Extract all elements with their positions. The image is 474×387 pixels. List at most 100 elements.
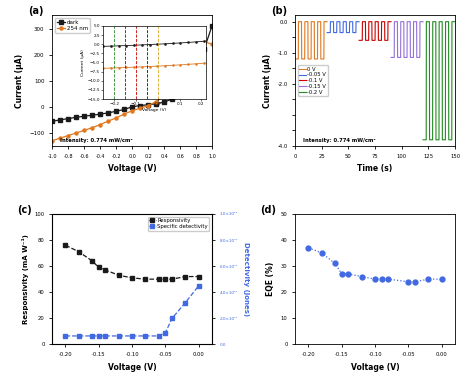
Line: 0 V: 0 V xyxy=(295,22,327,59)
Legend: Responsivity, Specific detectivity: Responsivity, Specific detectivity xyxy=(148,217,210,231)
254 nm xyxy=(129,108,135,113)
Responsivity xyxy=(156,277,162,281)
254 nm xyxy=(153,99,159,104)
dark xyxy=(177,90,183,95)
254 nm xyxy=(89,125,95,130)
254 nm xyxy=(145,103,151,108)
-0.15 V xyxy=(394,19,400,24)
-0.1 V xyxy=(375,19,381,24)
-0.15 V xyxy=(392,19,397,24)
dark xyxy=(209,24,215,28)
0 V xyxy=(324,19,330,24)
Line: -0.1 V: -0.1 V xyxy=(359,22,391,40)
254 nm xyxy=(113,115,119,120)
X-axis label: Time (s): Time (s) xyxy=(357,164,393,173)
Legend: dark, 254 nm: dark, 254 nm xyxy=(55,18,90,33)
Text: (b): (b) xyxy=(271,6,287,16)
-0.05 V xyxy=(328,19,333,24)
Specific detectivity xyxy=(169,316,175,321)
254 nm xyxy=(81,128,87,133)
-0.2 V xyxy=(439,19,445,24)
dark xyxy=(193,65,199,70)
Responsivity xyxy=(196,274,201,279)
0 V xyxy=(317,19,322,24)
dark xyxy=(129,104,135,109)
dark xyxy=(97,112,103,116)
dark xyxy=(89,113,95,118)
Line: Specific detectivity: Specific detectivity xyxy=(64,284,201,338)
Line: -0.15 V: -0.15 V xyxy=(391,22,423,57)
dark xyxy=(201,47,207,52)
Responsivity xyxy=(169,277,175,281)
Responsivity xyxy=(116,273,122,277)
Legend: 0 V, -0.05 V, -0.1 V, -0.15 V, -0.2 V: 0 V, -0.05 V, -0.1 V, -0.15 V, -0.2 V xyxy=(298,65,328,96)
-0.1 V xyxy=(365,38,370,43)
254 nm xyxy=(121,112,127,116)
Line: Responsivity: Responsivity xyxy=(64,243,201,281)
254 nm xyxy=(169,87,175,92)
254 nm xyxy=(161,94,167,99)
Line: dark: dark xyxy=(51,24,214,123)
X-axis label: Voltage (V): Voltage (V) xyxy=(108,164,156,173)
-0.05 V xyxy=(324,30,330,35)
dark xyxy=(153,101,159,106)
Responsivity xyxy=(102,268,108,272)
Y-axis label: Current (μA): Current (μA) xyxy=(263,54,272,108)
Specific detectivity xyxy=(96,334,101,338)
-0.05 V xyxy=(356,19,362,24)
Responsivity xyxy=(89,259,95,263)
254 nm xyxy=(201,39,207,44)
-0.15 V xyxy=(403,55,409,60)
Specific detectivity xyxy=(116,334,122,338)
dark xyxy=(49,119,55,123)
Responsivity xyxy=(182,274,188,279)
dark xyxy=(113,109,119,114)
Text: Intensity: 0.774 mW/cm²: Intensity: 0.774 mW/cm² xyxy=(303,138,376,143)
Specific detectivity xyxy=(182,300,188,305)
Text: Intensity: 0.774 mW/cm²: Intensity: 0.774 mW/cm² xyxy=(60,138,133,143)
X-axis label: Voltage (V): Voltage (V) xyxy=(351,363,400,372)
254 nm xyxy=(57,136,63,140)
dark xyxy=(185,81,191,86)
254 nm xyxy=(73,131,79,135)
dark xyxy=(73,115,79,120)
-0.15 V xyxy=(388,55,394,60)
dark xyxy=(145,103,151,107)
-0.2 V xyxy=(444,19,450,24)
-0.1 V xyxy=(380,19,386,24)
Specific detectivity xyxy=(163,330,168,335)
0 V xyxy=(295,19,301,24)
0 V xyxy=(292,57,298,61)
dark xyxy=(65,116,71,121)
-0.1 V xyxy=(371,38,376,43)
-0.05 V xyxy=(333,30,338,35)
Line: -0.2 V: -0.2 V xyxy=(423,22,455,140)
Specific detectivity xyxy=(89,334,95,338)
Responsivity xyxy=(63,243,68,248)
-0.15 V xyxy=(407,19,413,24)
dark xyxy=(161,100,167,104)
254 nm xyxy=(177,79,183,83)
dark xyxy=(81,114,87,118)
-0.2 V xyxy=(442,137,447,142)
Text: (c): (c) xyxy=(17,205,32,214)
dark xyxy=(105,111,111,115)
Text: (d): (d) xyxy=(260,205,276,214)
Responsivity xyxy=(129,276,135,280)
Y-axis label: EQE (%): EQE (%) xyxy=(266,262,275,296)
0 V xyxy=(301,57,306,61)
Specific detectivity xyxy=(156,334,162,338)
0 V xyxy=(298,19,304,24)
Specific detectivity xyxy=(196,283,201,288)
0 V xyxy=(307,57,312,61)
-0.05 V xyxy=(343,19,349,24)
Specific detectivity xyxy=(102,334,108,338)
Responsivity xyxy=(76,250,82,254)
-0.15 V xyxy=(410,55,415,60)
Y-axis label: Detectivity (Jones): Detectivity (Jones) xyxy=(243,242,249,316)
Y-axis label: Responsivity (mA W⁻¹): Responsivity (mA W⁻¹) xyxy=(22,234,29,324)
Line: 254 nm: 254 nm xyxy=(51,40,214,142)
dark xyxy=(57,118,63,122)
254 nm xyxy=(49,139,55,143)
-0.2 V xyxy=(420,137,426,142)
